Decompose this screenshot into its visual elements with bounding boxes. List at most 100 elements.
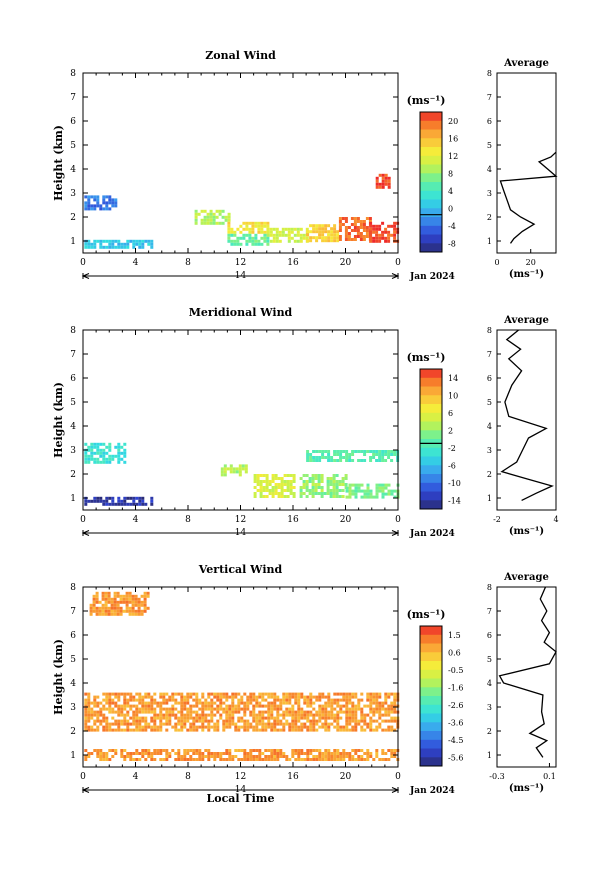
x-tick-label: 8: [185, 515, 191, 525]
colorbar-tick-label: -2: [448, 444, 456, 453]
colorbar-swatch: [420, 208, 442, 218]
average-x-label: (ms⁻¹): [509, 526, 544, 537]
y-tick-label: 1: [70, 237, 76, 247]
colorbar-swatch: [420, 456, 442, 466]
colorbar-swatch: [420, 669, 442, 679]
colorbar-swatch: [420, 199, 442, 209]
colorbar-swatch: [420, 243, 442, 253]
colorbar-swatch: [420, 661, 442, 671]
colorbar-tick-label: -4: [448, 222, 456, 231]
x-tick-label: 0: [80, 515, 86, 525]
heatmap-cell-6: [306, 450, 400, 462]
average-y-tick-label: 3: [487, 446, 492, 455]
y-tick-label: 2: [70, 213, 76, 223]
colorbar-swatch: [420, 447, 442, 457]
average-x-tick-label: 20: [526, 258, 536, 267]
average-profile-line: [498, 586, 557, 758]
colorbar-swatch: [420, 704, 442, 714]
colorbar-swatch: [420, 138, 442, 148]
colorbar-swatch: [420, 739, 442, 749]
x-tick-label: 16: [287, 258, 299, 268]
y-tick-label: 7: [70, 350, 76, 360]
x-tick-label: 4: [133, 515, 139, 525]
average-y-tick-label: 2: [487, 470, 492, 479]
average-x-tick-label: 0: [494, 258, 499, 267]
y-axis-label: Height (km): [52, 639, 65, 715]
colorbar-swatch: [420, 386, 442, 396]
colorbar-tick-label: 2: [448, 426, 453, 435]
heatmap-cell-5: [266, 227, 309, 243]
colorbar-swatch: [420, 377, 442, 387]
heatmap-cell-7: [338, 217, 372, 241]
heatmap-cell-0: [84, 749, 400, 761]
heatmap-cell-2: [194, 209, 231, 225]
colorbar-swatch: [420, 421, 442, 431]
colorbar-swatch: [420, 643, 442, 653]
colorbar-tick-label: -0.5: [448, 666, 463, 675]
y-tick-label: 8: [70, 583, 76, 593]
x-tick-label: 12: [235, 772, 246, 782]
colorbar-tick-label: 6: [448, 409, 453, 418]
colorbar-swatch: [420, 217, 442, 227]
colorbar-tick-label: -4.5: [448, 736, 463, 745]
colorbar-swatch: [420, 129, 442, 139]
average-x-tick-label: -2: [493, 515, 501, 524]
x-tick-label: 8: [185, 258, 191, 268]
y-tick-label: 3: [70, 703, 76, 713]
average-x-label: (ms⁻¹): [509, 269, 544, 280]
average-x-label: (ms⁻¹): [509, 783, 544, 794]
x-tick-label: 4: [133, 258, 139, 268]
x-tick-label: 0: [80, 258, 86, 268]
average-y-tick-label: 1: [487, 494, 492, 503]
average-y-tick-label: 3: [487, 703, 492, 712]
y-axis-label: Height (km): [52, 125, 65, 201]
colorbar-tick-label: -6: [448, 461, 456, 470]
day-bracket-arrow: [391, 273, 400, 279]
colorbar-swatch: [420, 173, 442, 183]
colorbar-tick-label: 12: [448, 152, 458, 161]
day-bracket-arrow: [391, 530, 400, 536]
average-y-tick-label: 6: [487, 374, 492, 383]
average-profile-line: [499, 151, 558, 244]
heatmap-cells: [84, 442, 400, 506]
colorbar-tick-label: -3.6: [448, 718, 463, 727]
colorbar-tick-label: 0.6: [448, 648, 461, 657]
y-tick-label: 5: [70, 398, 76, 408]
colorbar-tick-label: 8: [448, 169, 453, 178]
colorbar-swatch: [420, 652, 442, 662]
y-tick-label: 6: [70, 117, 76, 127]
day-label: 14: [235, 528, 247, 538]
x-tick-label: 12: [235, 515, 246, 525]
x-tick-label: 8: [185, 772, 191, 782]
colorbar-swatch: [420, 182, 442, 192]
average-y-tick-label: 8: [487, 583, 492, 592]
heatmap-cell-3: [227, 221, 270, 234]
y-tick-label: 4: [70, 422, 76, 432]
panel-title: Zonal Wind: [205, 49, 276, 62]
heatmap-cell-1: [84, 496, 154, 506]
heatmap-cell-3: [253, 474, 296, 498]
date-label: Jan 2024: [409, 529, 455, 539]
y-tick-label: 6: [70, 374, 76, 384]
colorbar-unit: (ms⁻¹): [407, 351, 446, 364]
average-y-tick-label: 7: [487, 93, 492, 102]
colorbar-swatch: [420, 225, 442, 235]
heatmap-cell-1: [84, 692, 400, 732]
colorbar-swatch: [420, 190, 442, 200]
panel-title: Meridional Wind: [189, 306, 293, 319]
colorbar-swatch: [420, 713, 442, 723]
heatmap-cell-8: [369, 221, 400, 243]
heatmap-cells: [84, 591, 400, 761]
y-tick-label: 4: [70, 679, 76, 689]
day-bracket-arrow: [81, 787, 90, 793]
x-tick-label: 0: [395, 515, 401, 525]
colorbar-tick-label: 1.5: [448, 631, 461, 640]
x-axis-label: Local Time: [207, 792, 275, 805]
heatmap-cell-2: [220, 464, 248, 477]
day-label: 14: [235, 271, 247, 281]
colorbar-swatch: [420, 369, 442, 379]
heatmap-cell-5: [345, 483, 400, 499]
day-bracket-arrow: [81, 530, 90, 536]
average-x-tick-label: -0.3: [489, 772, 504, 781]
